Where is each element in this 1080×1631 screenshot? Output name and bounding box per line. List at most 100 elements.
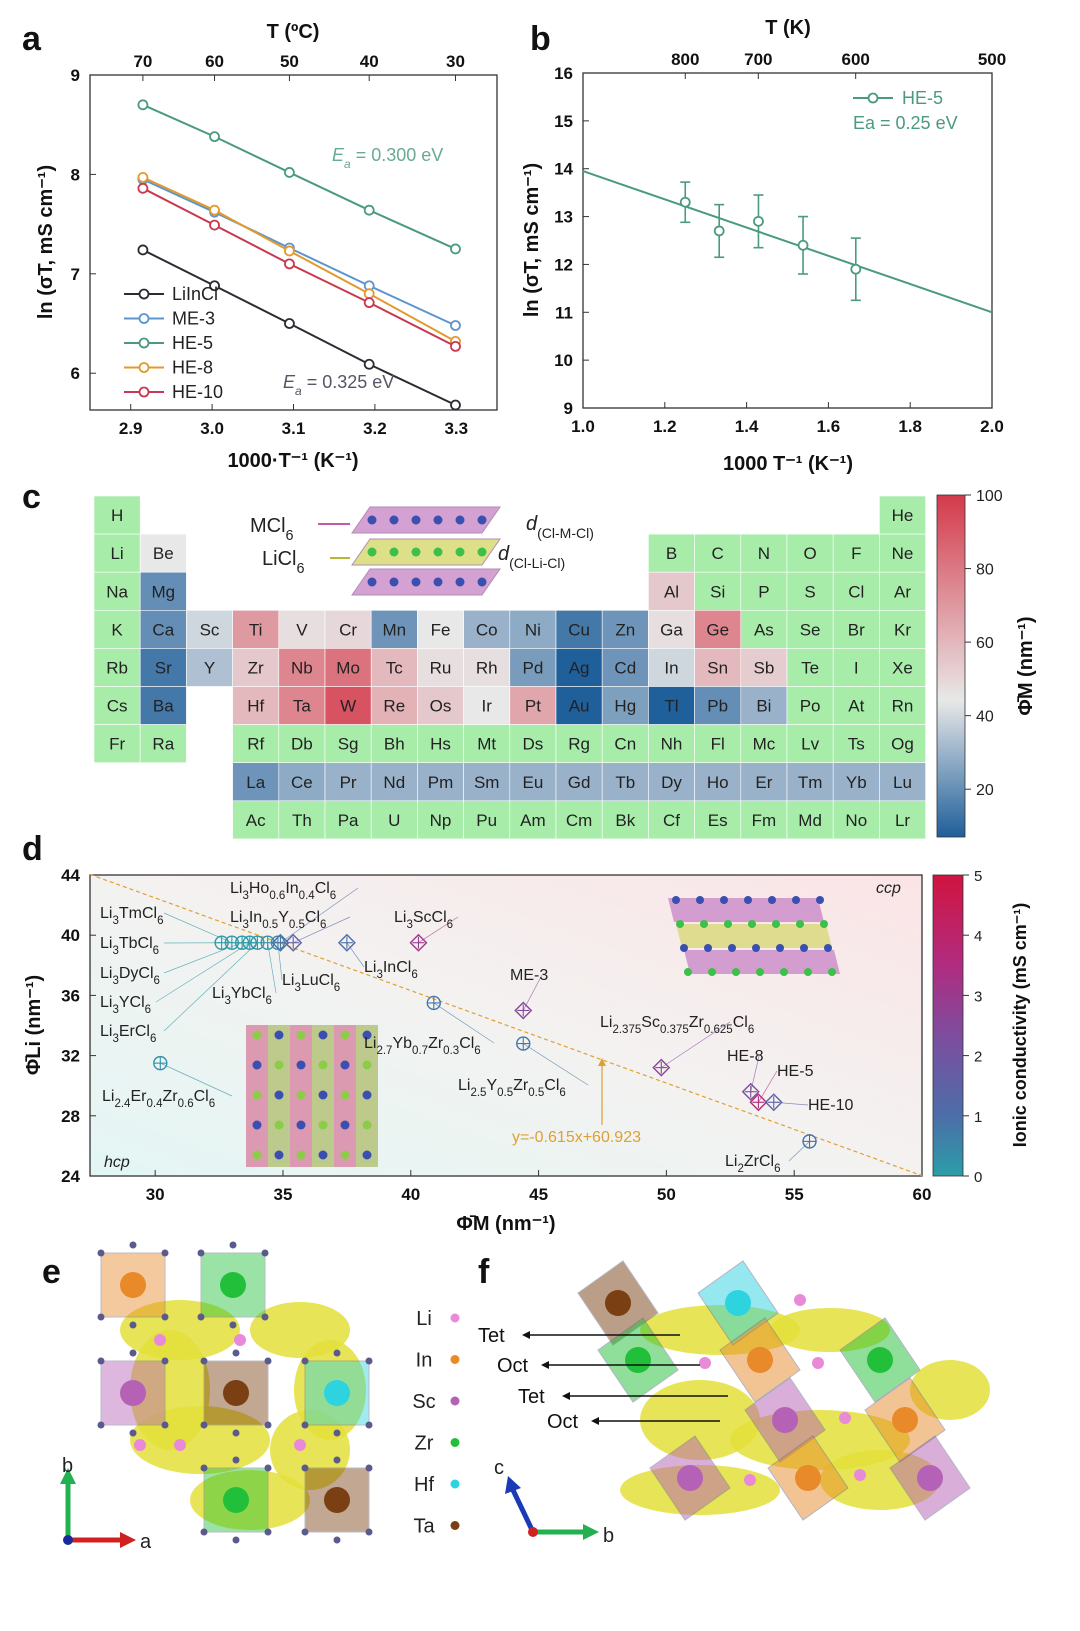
atom [816, 896, 824, 904]
y-tick-label: 6 [71, 364, 80, 383]
element-symbol: H [111, 506, 123, 525]
atom [708, 968, 716, 976]
element-cell-Nb: Nb [278, 648, 326, 687]
li-atom [234, 1334, 246, 1346]
y-tick-label: 44 [61, 866, 80, 885]
data-point [137, 171, 149, 183]
metal-atom [677, 1465, 703, 1491]
diamond-marker [652, 1058, 671, 1077]
element-fill [232, 648, 280, 687]
point-label: HE-5 [777, 1063, 814, 1080]
top-axis-title: T (K) [765, 17, 811, 39]
element-symbol: At [848, 697, 864, 716]
site-label-oct: Oct [497, 1355, 529, 1377]
cl-atom [264, 1464, 272, 1472]
element-symbol: Ra [152, 735, 174, 754]
atom [477, 577, 487, 587]
element-symbol: Yb [846, 773, 867, 792]
atom [728, 944, 736, 952]
element-fill [786, 762, 834, 802]
element-fill [786, 571, 834, 611]
leader-line [661, 1021, 731, 1068]
x-tick-label: 35 [274, 1185, 293, 1204]
y-tick-label: 14 [554, 160, 573, 179]
element-cell-Al: Al [648, 571, 695, 611]
element-cell-Mg: Mg [139, 571, 187, 611]
element-fill [463, 800, 511, 840]
element-cell-Mt: Mt [463, 724, 511, 763]
element-cell-Cn: Cn [601, 724, 649, 763]
element-cell-Ti: Ti [232, 609, 280, 649]
element-symbol: Si [710, 582, 725, 601]
point-label: Li2.4Er0.4Zr0.6Cl6 [102, 1088, 215, 1110]
colorbar-tick-label: 80 [976, 562, 994, 579]
fit-arrowhead [598, 1058, 606, 1066]
element-symbol: Ru [430, 658, 452, 677]
axis-origin [63, 1535, 73, 1545]
element-cell-Pd: Pd [509, 648, 557, 687]
element-fill [139, 533, 187, 573]
metal-atom [220, 1272, 246, 1298]
element-fill [740, 533, 788, 573]
element-symbol: In [664, 658, 678, 677]
site-arrowhead [591, 1417, 599, 1425]
element-cell-Kr: Kr [879, 609, 926, 649]
element-symbol: Bi [756, 697, 771, 716]
data-point [209, 280, 220, 292]
cl-atom [197, 1249, 205, 1257]
data-point [850, 263, 862, 275]
element-cell-Lr: Lr [879, 800, 926, 840]
element-symbol: Fe [431, 620, 451, 639]
x-tick-label: 3.1 [282, 419, 306, 438]
element-symbol: Hf [247, 697, 264, 716]
atom [252, 1030, 262, 1040]
element-symbol: Cs [107, 697, 128, 716]
element-cell-Na: Na [93, 571, 141, 611]
atom [296, 1150, 306, 1160]
element-symbol: Ge [706, 620, 729, 639]
element-symbol: S [804, 582, 815, 601]
element-fill [278, 800, 326, 840]
element-cell-Np: Np [417, 800, 464, 840]
element-cell-Ts: Ts [832, 724, 880, 763]
element-cell-F: F [832, 533, 880, 573]
cl-atom [365, 1464, 373, 1472]
element-cell-Y: Y [186, 648, 233, 687]
element-cell-Sn: Sn [694, 648, 742, 687]
li-atom [294, 1439, 306, 1451]
atom [367, 515, 377, 525]
periodic-table-c: H He Li Be B C N O F Ne Na Mg Al Si P S Cl Ar K Ca Sc Ti V Cr Mn… [93, 488, 1037, 840]
y-tick-label: 28 [61, 1107, 80, 1126]
li-atom [839, 1412, 851, 1424]
atom [772, 920, 780, 928]
colorbar-tick-label: 60 [976, 635, 994, 652]
element-cell-Rh: Rh [463, 648, 511, 687]
li-density-blob [190, 1470, 310, 1530]
legend-dot [450, 1521, 460, 1530]
atom [318, 1150, 328, 1160]
element-symbol: Sc [200, 620, 220, 639]
panel-label-a: a [22, 20, 42, 58]
top-tick-label: 30 [446, 52, 465, 71]
element-cell-Zn: Zn [601, 609, 649, 649]
point-label: Li3InCl6 [364, 959, 418, 981]
atom [362, 1030, 372, 1040]
element-cell-Pu: Pu [463, 800, 511, 840]
element-symbol: Pt [525, 697, 541, 716]
element-symbol: Cl [848, 582, 864, 601]
atom [274, 1060, 284, 1070]
element-fill [417, 800, 464, 840]
ccp-structure-inset [668, 896, 840, 976]
point-label: Li2.375Sc0.375Zr0.625Cl6 [600, 1014, 754, 1036]
element-fill [601, 686, 649, 725]
leader-line [267, 942, 277, 994]
metal-atom [120, 1272, 146, 1298]
octahedral-layer [351, 538, 501, 566]
cl-atom [97, 1421, 105, 1429]
atom [340, 1030, 350, 1040]
element-cell-Bi: Bi [740, 686, 788, 725]
element-cell-Fr: Fr [93, 724, 141, 763]
x-tick-label: 55 [785, 1185, 804, 1204]
site-label-tet: Tet [478, 1325, 505, 1347]
element-symbol: Rg [568, 735, 590, 754]
